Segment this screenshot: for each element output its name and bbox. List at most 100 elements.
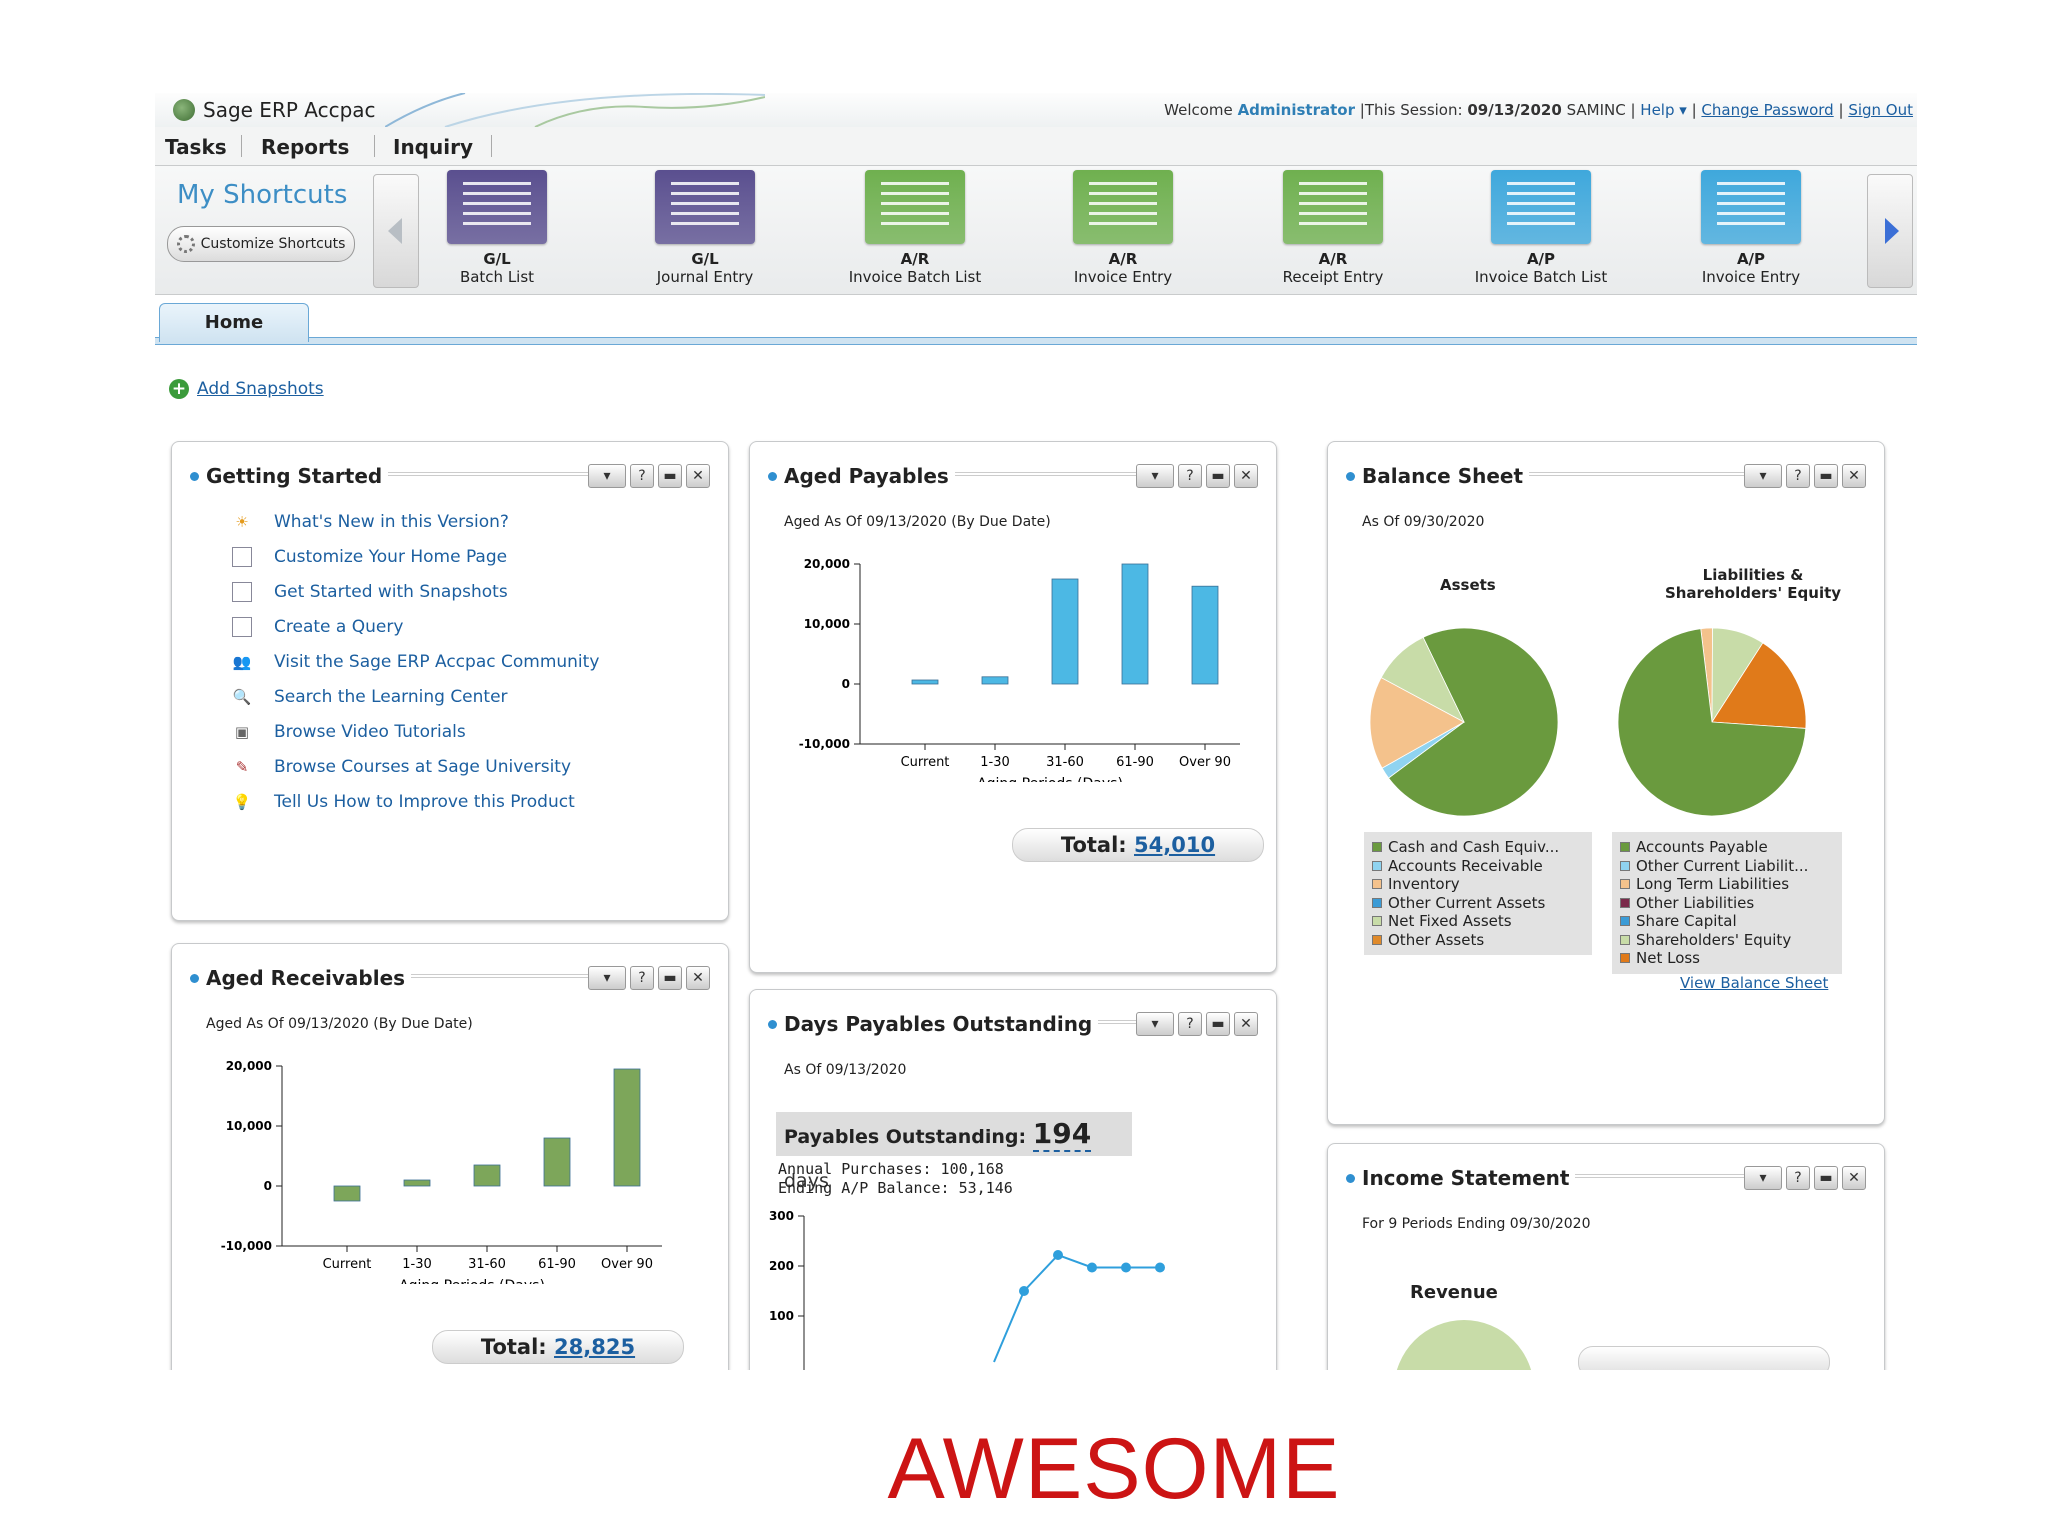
getting-started-link[interactable]: ☀ What's New in this Version? xyxy=(232,512,509,532)
shortcut-ap-invoice-entry[interactable]: A/P Invoice Entry xyxy=(1651,170,1851,286)
separator: | xyxy=(1838,101,1844,119)
panel-menu-button[interactable]: ▾ xyxy=(1744,1166,1782,1190)
shortcut-module: A/P xyxy=(1526,250,1556,268)
panel-header: Balance Sheet ▾ ? ▬ ✕ xyxy=(1346,464,1866,488)
welcome-text: Welcome xyxy=(1164,101,1233,119)
change-password-link[interactable]: Change Password xyxy=(1701,101,1834,119)
legend-item: Other Assets xyxy=(1372,931,1584,950)
customize-shortcuts-button[interactable]: Customize Shortcuts xyxy=(167,226,355,262)
panel-header: Income Statement ▾ ? ▬ ✕ xyxy=(1346,1166,1866,1190)
panel-close-button[interactable]: ✕ xyxy=(1234,464,1258,488)
panel-menu-button[interactable]: ▾ xyxy=(588,966,626,990)
panel-minimize-button[interactable]: ▬ xyxy=(1814,464,1838,488)
pie-slice xyxy=(1387,627,1559,817)
header-rule xyxy=(206,472,590,478)
getting-started-link[interactable]: Customize Your Home Page xyxy=(232,547,507,567)
help-menu[interactable]: Help ▾ xyxy=(1640,101,1687,119)
panel-menu-button[interactable]: ▾ xyxy=(588,464,626,488)
panel-title: Getting Started xyxy=(206,464,389,488)
legend-swatch xyxy=(1620,934,1630,945)
getting-started-link[interactable]: 🔍 Search the Learning Center xyxy=(232,687,508,707)
panel-help-button[interactable]: ? xyxy=(1178,464,1202,488)
panel-help-button[interactable]: ? xyxy=(630,464,654,488)
video-icon: ▣ xyxy=(234,723,250,741)
aged-receivables-total-link[interactable]: 28,825 xyxy=(554,1335,636,1359)
panel-close-button[interactable]: ✕ xyxy=(1842,464,1866,488)
getting-started-link[interactable]: Get Started with Snapshots xyxy=(232,582,508,602)
panel-minimize-button[interactable]: ▬ xyxy=(658,966,682,990)
app-logo: Sage ERP Accpac xyxy=(173,98,376,122)
shortcut-ar-receipt-entry[interactable]: A/R Receipt Entry xyxy=(1233,170,1433,286)
plus-icon: + xyxy=(169,379,189,399)
shortcuts-scroll-right-button[interactable] xyxy=(1867,174,1913,288)
panel-close-button[interactable]: ✕ xyxy=(1842,1166,1866,1190)
shortcut-label: Journal Entry xyxy=(656,268,754,286)
getting-started-link[interactable]: ✎ Browse Courses at Sage University xyxy=(232,757,571,777)
top-bar: Sage ERP Accpac Welcome Administrator |T… xyxy=(155,93,1917,127)
shortcuts-scroll-left-button[interactable] xyxy=(373,174,419,288)
tab-home[interactable]: Home xyxy=(159,303,309,342)
panel-minimize-button[interactable]: ▬ xyxy=(1206,1012,1230,1036)
panel-help-button[interactable]: ? xyxy=(1178,1012,1202,1036)
shortcut-icon xyxy=(447,170,547,244)
y-tick-label: -10,000 xyxy=(221,1239,272,1253)
panel-menu-button[interactable]: ▾ xyxy=(1744,464,1782,488)
sign-out-link[interactable]: Sign Out xyxy=(1848,101,1913,119)
outstanding-value[interactable]: 194 xyxy=(1032,1117,1092,1152)
liabilities-title-line-2: Shareholders' Equity xyxy=(1664,584,1842,602)
menu-inquiry[interactable]: Inquiry xyxy=(393,135,473,159)
menu-bar: Tasks Reports Inquiry xyxy=(155,127,1917,166)
getting-started-link[interactable]: ▣ Browse Video Tutorials xyxy=(232,722,466,742)
x-tick-label: 1-30 xyxy=(980,755,1010,770)
menu-tasks[interactable]: Tasks xyxy=(165,135,227,159)
session-label: |This Session: xyxy=(1359,101,1463,119)
shortcut-gl-batch-list[interactable]: G/L Batch List xyxy=(397,170,597,286)
panel-title: Aged Payables xyxy=(784,464,955,488)
revenue-pie-chart xyxy=(1394,1320,1534,1370)
panel-close-button[interactable]: ✕ xyxy=(686,966,710,990)
panel-minimize-button[interactable]: ▬ xyxy=(658,464,682,488)
legend-item: Inventory xyxy=(1372,875,1584,894)
caption-text: AWESOME xyxy=(887,1421,1341,1517)
series-line xyxy=(993,1253,1160,1363)
shortcut-ar-invoice-batch-list[interactable]: A/R Invoice Batch List xyxy=(815,170,1015,286)
ending-ap-balance: Ending A/P Balance: 53,146 xyxy=(778,1179,1013,1197)
tab-underline xyxy=(155,337,1917,345)
panel-menu-button[interactable]: ▾ xyxy=(1136,1012,1174,1036)
getting-started-link[interactable]: 💡 Tell Us How to Improve this Product xyxy=(232,792,575,812)
menu-reports[interactable]: Reports xyxy=(261,135,350,159)
add-snapshots[interactable]: + Add Snapshots xyxy=(169,379,324,399)
help-label: Help xyxy=(1640,101,1675,119)
panel-close-button[interactable]: ✕ xyxy=(1234,1012,1258,1036)
panel-minimize-button[interactable]: ▬ xyxy=(1814,1166,1838,1190)
legend-item: Long Term Liabilities xyxy=(1620,875,1834,894)
arrow-right-icon xyxy=(1885,218,1899,244)
tab-bar: Home xyxy=(155,295,1917,349)
document-icon xyxy=(232,582,252,602)
getting-started-link[interactable]: Create a Query xyxy=(232,617,403,637)
add-snapshots-link[interactable]: Add Snapshots xyxy=(197,379,324,399)
getting-started-link[interactable]: 👥 Visit the Sage ERP Accpac Community xyxy=(232,652,600,672)
panel-help-button[interactable]: ? xyxy=(1786,1166,1810,1190)
legend-swatch xyxy=(1620,860,1630,871)
days-payables-panel: Days Payables Outstanding ▾ ? ▬ ✕ As Of … xyxy=(749,989,1277,1370)
view-balance-sheet-link[interactable]: View Balance Sheet xyxy=(1680,974,1829,992)
data-point xyxy=(1053,1250,1063,1260)
assets-legend: Cash and Cash Equiv... Accounts Receivabl… xyxy=(1364,832,1592,955)
legend-label: Long Term Liabilities xyxy=(1636,875,1790,893)
panel-help-button[interactable]: ? xyxy=(630,966,654,990)
y-tick-label: 100 xyxy=(769,1309,794,1323)
panel-menu-button[interactable]: ▾ xyxy=(1136,464,1174,488)
panel-minimize-button[interactable]: ▬ xyxy=(1206,464,1230,488)
shortcut-ar-invoice-entry[interactable]: A/R Invoice Entry xyxy=(1023,170,1223,286)
bullet-icon xyxy=(190,472,199,481)
legend-item: Other Liabilities xyxy=(1620,894,1834,913)
aged-payables-total-link[interactable]: 54,010 xyxy=(1134,833,1216,857)
shortcut-ap-invoice-batch-list[interactable]: A/P Invoice Batch List xyxy=(1441,170,1641,286)
header-rule xyxy=(784,472,1138,478)
shortcut-gl-journal-entry[interactable]: G/L Journal Entry xyxy=(605,170,805,286)
panel-help-button[interactable]: ? xyxy=(1786,464,1810,488)
magnifier-icon: 🔍 xyxy=(232,688,252,706)
panel-close-button[interactable]: ✕ xyxy=(686,464,710,488)
shortcut-label: Batch List xyxy=(459,268,535,286)
